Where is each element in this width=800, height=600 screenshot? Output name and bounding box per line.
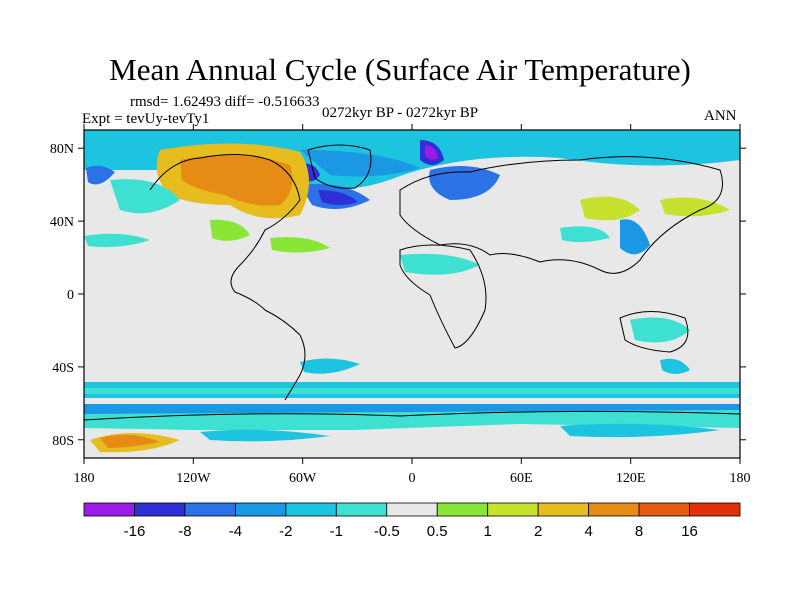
colorbar-swatch <box>487 502 539 517</box>
anomaly-antarctic-cool <box>200 429 330 442</box>
anomaly-east-asia-cool <box>620 219 650 255</box>
map-area <box>84 130 740 458</box>
lon-tick-label: 60E <box>510 471 533 486</box>
colorbar-label: -2 <box>279 523 292 540</box>
anomaly-antarctic-hot <box>100 434 160 448</box>
anomaly-antarctic-cool-east <box>560 423 720 438</box>
anomaly-band-blue-south <box>84 404 740 414</box>
colorbar-swatch <box>83 502 135 517</box>
experiment-label: Expt = tevUy-tevTy1 <box>82 111 210 127</box>
anomaly-new-zealand <box>660 358 690 374</box>
colorbar-label: -16 <box>124 523 146 540</box>
colorbar-label: 4 <box>584 523 592 540</box>
colorbar-label: -8 <box>178 523 191 540</box>
lon-tick-label: 180 <box>730 471 751 486</box>
chart-title: Mean Annual Cycle (Surface Air Temperatu… <box>109 52 691 87</box>
colorbar-label: -0.5 <box>374 523 400 540</box>
lon-tick-label: 60W <box>289 471 317 486</box>
australia-coast <box>619 311 689 353</box>
lat-tick-label: 80S <box>52 434 74 449</box>
colorbar-label: -4 <box>229 523 242 540</box>
colorbar-swatch <box>638 502 690 517</box>
lat-tick-label: 40N <box>50 215 74 230</box>
anomaly-band-light-south <box>84 388 740 394</box>
colorbar-label: 16 <box>681 523 698 540</box>
season-label: ANN <box>704 108 737 124</box>
colorbar-swatch <box>335 502 388 517</box>
anomaly-north-atlantic-deep <box>318 190 358 205</box>
colorbar-label: -1 <box>330 523 343 540</box>
lon-tick-label: 120W <box>176 471 211 486</box>
antarctica-coast <box>84 410 740 421</box>
anomaly-south-atlantic <box>300 358 360 374</box>
eurasia-coast <box>399 156 723 274</box>
anomaly-scandinavia <box>429 166 500 200</box>
anomaly-himalaya <box>560 226 610 243</box>
lon-tick-label: 0 <box>409 471 416 486</box>
anomaly-central-asia-warm <box>580 196 640 221</box>
africa-coast <box>399 244 487 349</box>
americas-coast <box>149 153 306 401</box>
anomaly-north-america-hot <box>180 155 293 206</box>
anomaly-australia <box>630 317 690 343</box>
anomaly-atlantic-warm <box>270 237 330 253</box>
colorbar-swatch <box>285 502 337 517</box>
stats-label: rmsd= 1.62493 diff= -0.516633 <box>130 94 320 110</box>
colorbar: -16 -8 -4 -2 -1 -0.5 0.5 1 2 4 8 16 <box>83 502 741 540</box>
anomaly-alaska-cold <box>86 165 115 185</box>
anomaly-us-east-warm <box>210 219 250 241</box>
colorbar-swatch <box>537 502 590 517</box>
longitude-axis: 180 120W 60W 0 60E 120E 180 <box>74 124 751 486</box>
colorbar-swatch <box>689 502 741 517</box>
anomaly-arctic-blue <box>300 150 420 177</box>
anomaly-sahara <box>400 253 480 275</box>
anomaly-central-pacific <box>84 233 150 248</box>
colorbar-swatch <box>234 502 287 517</box>
colorbar-swatch <box>386 502 438 517</box>
period-label: 0272kyr BP - 0272kyr BP <box>322 105 479 121</box>
colorbar-label: 0.5 <box>427 523 448 540</box>
latitude-axis: 80N 40N 0 40S 80S <box>50 142 746 449</box>
colorbar-label: 8 <box>635 523 643 540</box>
lon-tick-label: 120E <box>616 471 646 486</box>
lat-tick-label: 0 <box>67 288 74 303</box>
colorbar-swatch <box>184 502 236 517</box>
colorbar-label: 2 <box>534 523 542 540</box>
greenland-coast <box>307 144 372 189</box>
colorbar-label: 1 <box>484 523 492 540</box>
colorbar-swatch <box>134 502 186 517</box>
anomaly-northeast-pacific <box>110 179 180 214</box>
anomaly-svalbard-coldest <box>425 145 438 160</box>
anomaly-northeast-asia-warm <box>660 197 730 217</box>
colorbar-swatch <box>588 502 640 517</box>
colorbar-swatch <box>436 502 489 517</box>
lat-tick-label: 40S <box>52 361 74 376</box>
coastlines <box>84 144 740 421</box>
lat-tick-label: 80N <box>50 142 74 157</box>
lon-tick-label: 180 <box>74 471 95 486</box>
